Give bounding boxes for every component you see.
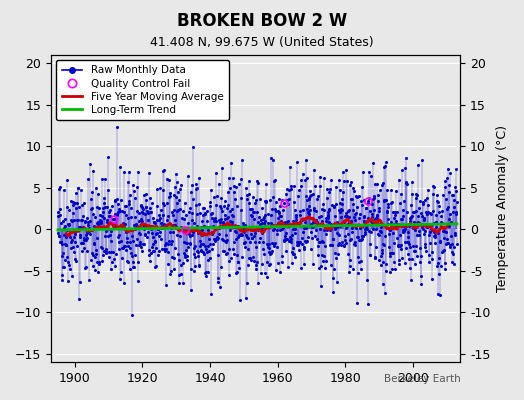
Y-axis label: Temperature Anomaly (°C): Temperature Anomaly (°C) [496,125,509,292]
Text: 41.408 N, 99.675 W (United States): 41.408 N, 99.675 W (United States) [150,36,374,49]
Text: BROKEN BOW 2 W: BROKEN BOW 2 W [177,12,347,30]
Text: Berkeley Earth: Berkeley Earth [385,374,461,384]
Legend: Raw Monthly Data, Quality Control Fail, Five Year Moving Average, Long-Term Tren: Raw Monthly Data, Quality Control Fail, … [56,60,228,120]
